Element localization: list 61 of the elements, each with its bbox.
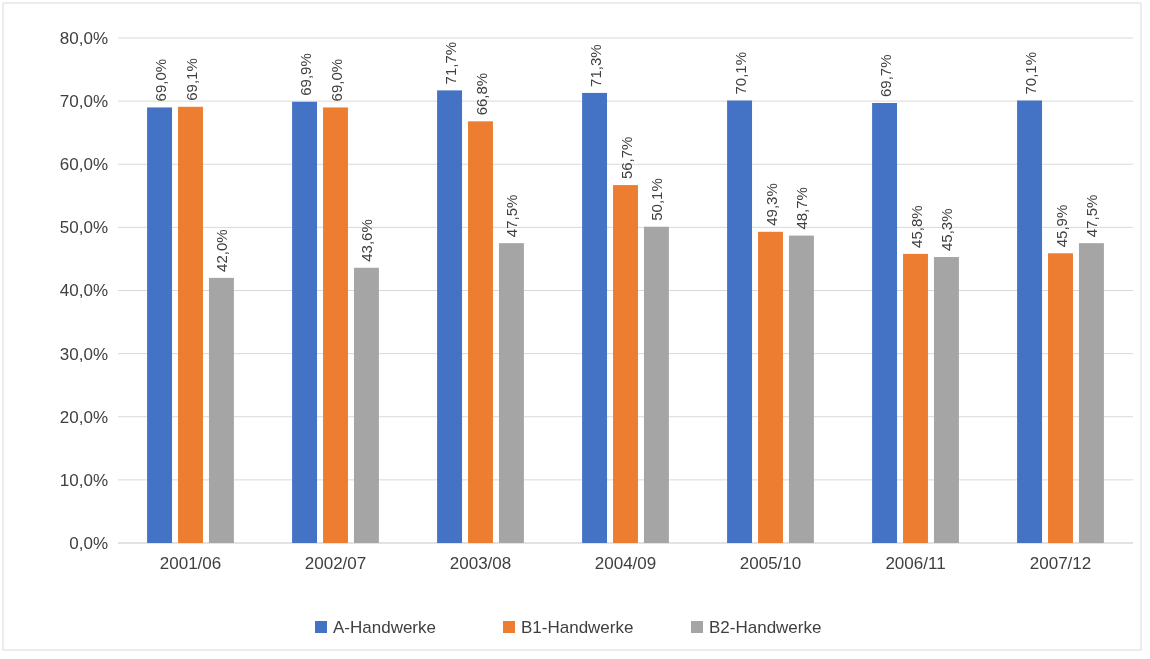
bar	[147, 107, 173, 543]
data-label: 50,1%	[648, 178, 666, 221]
bar	[178, 106, 203, 543]
x-tick-label: 2006/11	[885, 554, 946, 573]
y-tick-label: 70,0%	[59, 92, 108, 112]
data-label: 69,0%	[151, 58, 169, 102]
data-label: 69,1%	[182, 58, 200, 101]
y-tick-label: 50,0%	[59, 218, 108, 238]
x-tick-label: 2007/12	[1029, 554, 1092, 573]
data-label: 56,7%	[617, 136, 635, 180]
bar	[353, 267, 379, 543]
data-label: 70,1%	[1021, 51, 1039, 95]
data-label: 66,8%	[472, 72, 490, 116]
data-label: 69,0%	[327, 58, 345, 102]
y-tick-label: 40,0%	[59, 281, 108, 301]
x-tick-label: 2001/06	[159, 554, 222, 573]
data-label: 43,6%	[358, 219, 376, 262]
x-tick-label: 2004/09	[594, 554, 657, 573]
bar	[468, 121, 493, 543]
data-label: 45,3%	[938, 208, 956, 252]
data-label: 48,7%	[793, 187, 811, 230]
data-label: 70,1%	[731, 51, 749, 95]
bar	[208, 277, 234, 543]
bar	[582, 92, 608, 543]
bar	[323, 107, 348, 543]
data-label: 47,5%	[1083, 194, 1101, 238]
bar	[1078, 243, 1104, 543]
bar	[437, 90, 463, 543]
legend-label: B2-Handwerke	[709, 617, 822, 637]
data-label: 69,7%	[876, 54, 894, 98]
y-tick-label: 0,0%	[69, 533, 108, 553]
legend-label: A-Handwerke	[333, 617, 436, 637]
y-tick-label: 10,0%	[59, 470, 108, 490]
data-label: 45,9%	[1052, 204, 1070, 248]
bar	[498, 243, 524, 543]
bar	[643, 226, 669, 543]
bar	[1017, 100, 1043, 543]
legend-label: B1-Handwerke	[521, 617, 634, 637]
bar	[613, 185, 638, 543]
y-tick-label: 30,0%	[59, 344, 108, 364]
data-label: 71,3%	[586, 44, 604, 87]
data-label: 47,5%	[503, 194, 521, 238]
bar	[788, 235, 814, 543]
y-tick-label: 80,0%	[59, 28, 108, 48]
y-tick-label: 60,0%	[59, 155, 108, 175]
bar	[903, 253, 928, 543]
data-label: 42,0%	[213, 229, 231, 272]
bar	[292, 101, 318, 543]
bar	[727, 100, 753, 543]
data-label: 49,3%	[762, 183, 780, 226]
bar	[933, 257, 959, 543]
x-tick-label: 2002/07	[304, 554, 367, 573]
bar	[872, 103, 898, 543]
data-label: 69,9%	[296, 53, 314, 96]
y-tick-label: 20,0%	[59, 407, 108, 427]
data-label: 45,8%	[907, 205, 925, 248]
bar	[1048, 253, 1073, 543]
data-label: 71,7%	[441, 41, 459, 85]
bar	[758, 231, 783, 543]
x-tick-label: 2003/08	[449, 554, 512, 573]
x-tick-label: 2005/10	[739, 554, 802, 573]
